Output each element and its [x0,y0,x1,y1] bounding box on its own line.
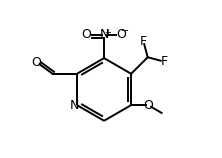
Text: F: F [160,55,167,68]
Text: O: O [32,56,41,69]
Text: F: F [140,35,147,48]
Text: O: O [144,99,153,112]
Text: N: N [70,99,79,112]
Text: +: + [104,27,111,36]
Text: N: N [99,28,109,41]
Text: O: O [117,28,126,41]
Text: O: O [82,28,92,41]
Text: −: − [121,26,129,36]
